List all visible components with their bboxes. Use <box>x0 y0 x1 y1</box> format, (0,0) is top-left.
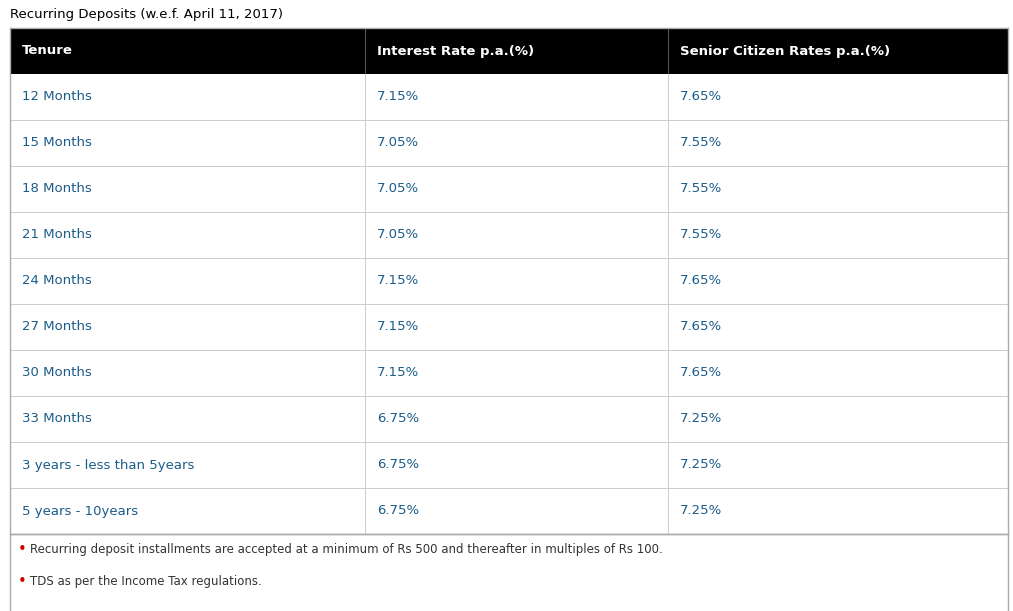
Bar <box>10 350 1008 396</box>
Bar <box>10 258 1008 304</box>
Text: 7.15%: 7.15% <box>377 321 419 334</box>
Bar <box>10 166 1008 212</box>
Text: 15 Months: 15 Months <box>22 136 92 150</box>
Text: 7.05%: 7.05% <box>377 183 419 196</box>
Text: 30 Months: 30 Months <box>22 367 92 379</box>
Text: Interest Rate p.a.(%): Interest Rate p.a.(%) <box>377 45 534 57</box>
Text: Recurring Deposits (w.e.f. April 11, 2017): Recurring Deposits (w.e.f. April 11, 201… <box>10 8 283 21</box>
Bar <box>10 304 1008 350</box>
Bar <box>10 120 1008 166</box>
Text: 7.65%: 7.65% <box>680 321 722 334</box>
Text: 7.15%: 7.15% <box>377 274 419 288</box>
Text: 7.65%: 7.65% <box>680 367 722 379</box>
Text: 7.25%: 7.25% <box>680 412 722 425</box>
Text: 18 Months: 18 Months <box>22 183 92 196</box>
Text: •: • <box>18 574 26 590</box>
Text: 5 years - 10years: 5 years - 10years <box>22 505 138 518</box>
Text: 21 Months: 21 Months <box>22 229 92 241</box>
Text: Senior Citizen Rates p.a.(%): Senior Citizen Rates p.a.(%) <box>680 45 890 57</box>
Text: 7.15%: 7.15% <box>377 90 419 103</box>
Bar <box>10 442 1008 488</box>
Text: 6.75%: 6.75% <box>377 505 419 518</box>
Text: 7.65%: 7.65% <box>680 90 722 103</box>
Text: Recurring deposit installments are accepted at a minimum of Rs 500 and thereafte: Recurring deposit installments are accep… <box>30 544 663 557</box>
Text: 6.75%: 6.75% <box>377 412 419 425</box>
Bar <box>10 396 1008 442</box>
Text: 24 Months: 24 Months <box>22 274 92 288</box>
Text: •: • <box>18 543 26 557</box>
Text: 7.05%: 7.05% <box>377 136 419 150</box>
Text: Tenure: Tenure <box>22 45 73 57</box>
Text: 7.55%: 7.55% <box>680 136 722 150</box>
Text: 6.75%: 6.75% <box>377 458 419 472</box>
Bar <box>10 28 1008 74</box>
Bar <box>10 212 1008 258</box>
Text: 3 years - less than 5years: 3 years - less than 5years <box>22 458 194 472</box>
Text: 7.25%: 7.25% <box>680 505 722 518</box>
Text: 7.15%: 7.15% <box>377 367 419 379</box>
Bar <box>10 534 1008 611</box>
Text: 7.55%: 7.55% <box>680 229 722 241</box>
Text: 27 Months: 27 Months <box>22 321 92 334</box>
Text: 7.65%: 7.65% <box>680 274 722 288</box>
Text: 7.05%: 7.05% <box>377 229 419 241</box>
Text: 33 Months: 33 Months <box>22 412 92 425</box>
Bar <box>10 74 1008 120</box>
Text: 12 Months: 12 Months <box>22 90 92 103</box>
Text: 7.25%: 7.25% <box>680 458 722 472</box>
Bar <box>10 488 1008 534</box>
Text: TDS as per the Income Tax regulations.: TDS as per the Income Tax regulations. <box>30 576 261 588</box>
Text: 7.55%: 7.55% <box>680 183 722 196</box>
